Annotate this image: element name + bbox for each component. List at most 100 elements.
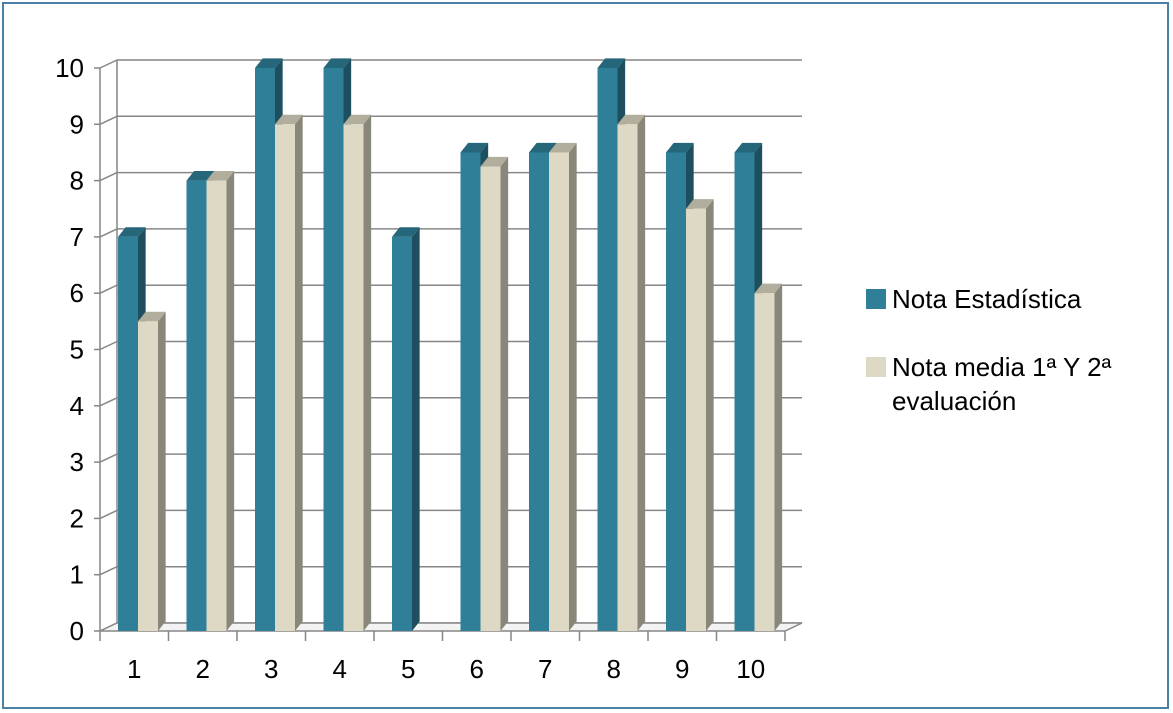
gridline-depth <box>99 340 118 351</box>
bar-front <box>480 166 501 631</box>
bar-front <box>118 236 138 631</box>
bar-side <box>569 142 577 631</box>
y-tick-label: 9 <box>70 109 84 139</box>
bar-side <box>500 156 509 632</box>
legend-label-series-1: Nota Estadística <box>892 284 1082 314</box>
bar-top <box>138 311 166 322</box>
y-tick-label: 7 <box>70 222 84 252</box>
bar-top <box>480 156 509 167</box>
y-tick-label: 1 <box>70 560 84 590</box>
y-tick-label: 3 <box>70 447 84 477</box>
bar-top <box>754 283 783 294</box>
legend-swatch-series-1 <box>866 289 886 309</box>
y-tick-label: 8 <box>70 166 84 196</box>
gridline-depth <box>99 509 118 520</box>
bar-series-1 <box>392 227 420 632</box>
bar-top <box>323 58 352 68</box>
bar-side <box>295 114 303 631</box>
bar-series-2 <box>617 114 646 632</box>
bar-series-2 <box>206 171 235 631</box>
bar-top <box>206 171 235 181</box>
bar-top <box>617 114 646 125</box>
bar-front <box>529 152 549 631</box>
bar-side <box>774 283 783 631</box>
bar-top <box>186 171 215 181</box>
y-tick-labels: 0 1 2 3 4 5 6 7 8 9 10 <box>55 53 84 646</box>
x-tick-label: 3 <box>264 654 278 684</box>
bar-side <box>637 114 646 631</box>
bar-front <box>255 68 275 631</box>
gridline-depth <box>99 228 118 238</box>
bar-top <box>392 227 420 237</box>
bar-front <box>323 68 344 631</box>
bar-series-2 <box>275 114 303 632</box>
bar-front <box>460 152 481 631</box>
gridline-depth <box>99 284 118 294</box>
bar-front <box>138 321 158 631</box>
x-tick-label: 5 <box>401 654 415 684</box>
legend-item-series-1: Nota Estadística <box>866 282 1166 316</box>
bar-side <box>363 114 372 631</box>
bar-front <box>275 124 295 632</box>
bar-series-2 <box>138 311 166 631</box>
x-tick-label: 4 <box>333 654 347 684</box>
x-tick-label: 1 <box>127 654 141 684</box>
bar-side <box>226 171 235 631</box>
x-tick-label: 9 <box>675 654 689 684</box>
bar-front <box>734 152 755 631</box>
bars <box>118 58 783 632</box>
x-tick-label: 2 <box>196 654 210 684</box>
y-tick-label: 10 <box>55 53 84 83</box>
legend-label-series-2: Nota media 1ª Y 2ª evaluación <box>892 352 1112 416</box>
bar-front <box>754 293 775 631</box>
bar-side <box>412 227 420 632</box>
y-tick-label: 5 <box>70 335 84 365</box>
gridline-depth <box>99 115 118 125</box>
bar-top <box>686 199 714 209</box>
bar-front <box>686 208 706 631</box>
bar-top <box>118 227 146 237</box>
bar-series-2 <box>686 199 714 631</box>
bar-top <box>343 114 372 125</box>
bar-front <box>392 236 412 631</box>
bar-series-2 <box>480 156 509 632</box>
bar-front <box>186 180 207 631</box>
bar-top <box>597 58 626 68</box>
bar-top <box>529 142 557 153</box>
bar-top <box>255 58 283 68</box>
legend-item-series-2: Nota media 1ª Y 2ª evaluación <box>866 350 1166 418</box>
bar-series-2 <box>754 283 783 631</box>
bar-side <box>706 199 714 631</box>
bar-front <box>597 68 618 631</box>
gridline-depth <box>99 453 118 463</box>
gridline-depth <box>99 59 118 69</box>
x-tick-label: 7 <box>538 654 552 684</box>
gridline-depth <box>99 397 118 407</box>
bar-front <box>617 124 638 632</box>
y-tick-label: 6 <box>70 278 84 308</box>
x-tick-label: 8 <box>607 654 621 684</box>
bar-front <box>549 152 569 631</box>
y-tick-label: 4 <box>70 391 84 421</box>
legend-swatch-series-2 <box>866 357 886 377</box>
gridline-depth <box>99 171 118 182</box>
bar-top <box>549 142 577 153</box>
gridline-depth <box>99 566 118 576</box>
bar-front <box>206 180 227 631</box>
legend: Nota Estadística Nota media 1ª Y 2ª eval… <box>866 282 1166 452</box>
bar-series-2 <box>549 142 577 631</box>
bar-top <box>275 114 303 125</box>
bar-top <box>734 142 763 153</box>
x-tick-labels: 1 2 3 4 5 6 7 8 9 10 <box>127 654 765 684</box>
bar-front <box>666 152 686 631</box>
x-tick-label: 6 <box>470 654 484 684</box>
bar-top <box>460 142 489 153</box>
bar-top <box>666 142 694 153</box>
bar-front <box>343 124 364 632</box>
y-tick-label: 0 <box>70 616 84 646</box>
bar-series-2 <box>343 114 372 632</box>
x-tick-label: 10 <box>736 654 765 684</box>
y-tick-label: 2 <box>70 503 84 533</box>
bar-side <box>158 311 166 631</box>
